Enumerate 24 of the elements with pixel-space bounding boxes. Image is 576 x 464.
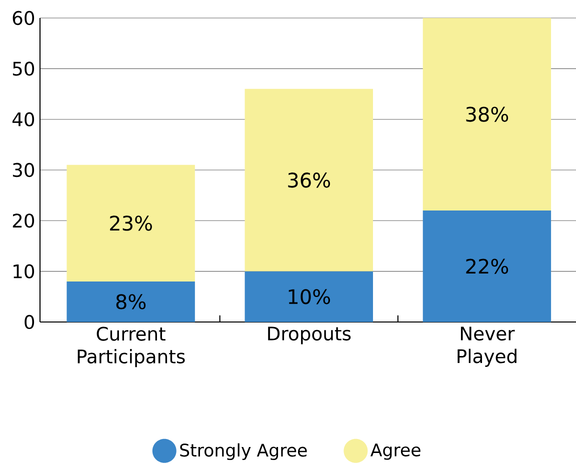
bar (66, 281, 195, 322)
data-label: 10% (288, 289, 330, 304)
y-tick-label: 30 (12, 162, 34, 178)
x-tick-label: Never Played (458, 326, 516, 367)
data-label: 8% (116, 294, 146, 310)
y-tick-label: 10 (14, 264, 34, 278)
y-tick-label: 0 (24, 314, 34, 330)
data-label: 23% (110, 216, 152, 231)
data-label: 22% (466, 258, 508, 274)
bar (244, 88, 373, 272)
bar (422, 18, 552, 211)
legend-label: Strongly Agree (180, 443, 307, 460)
x-tick-label: Current Participants (78, 326, 185, 368)
data-label: 38% (466, 106, 508, 122)
x-tick-label: Dropouts (268, 326, 351, 344)
y-tick-label: 20 (12, 214, 34, 228)
bar (422, 210, 552, 322)
legend-label: Agree (370, 444, 420, 460)
bar (66, 164, 195, 282)
bar (244, 271, 373, 322)
data-label: 36% (288, 172, 330, 188)
y-tick-label: 40 (12, 112, 34, 126)
y-tick-label: 50 (12, 62, 34, 76)
y-tick-label: 60 (12, 10, 34, 26)
